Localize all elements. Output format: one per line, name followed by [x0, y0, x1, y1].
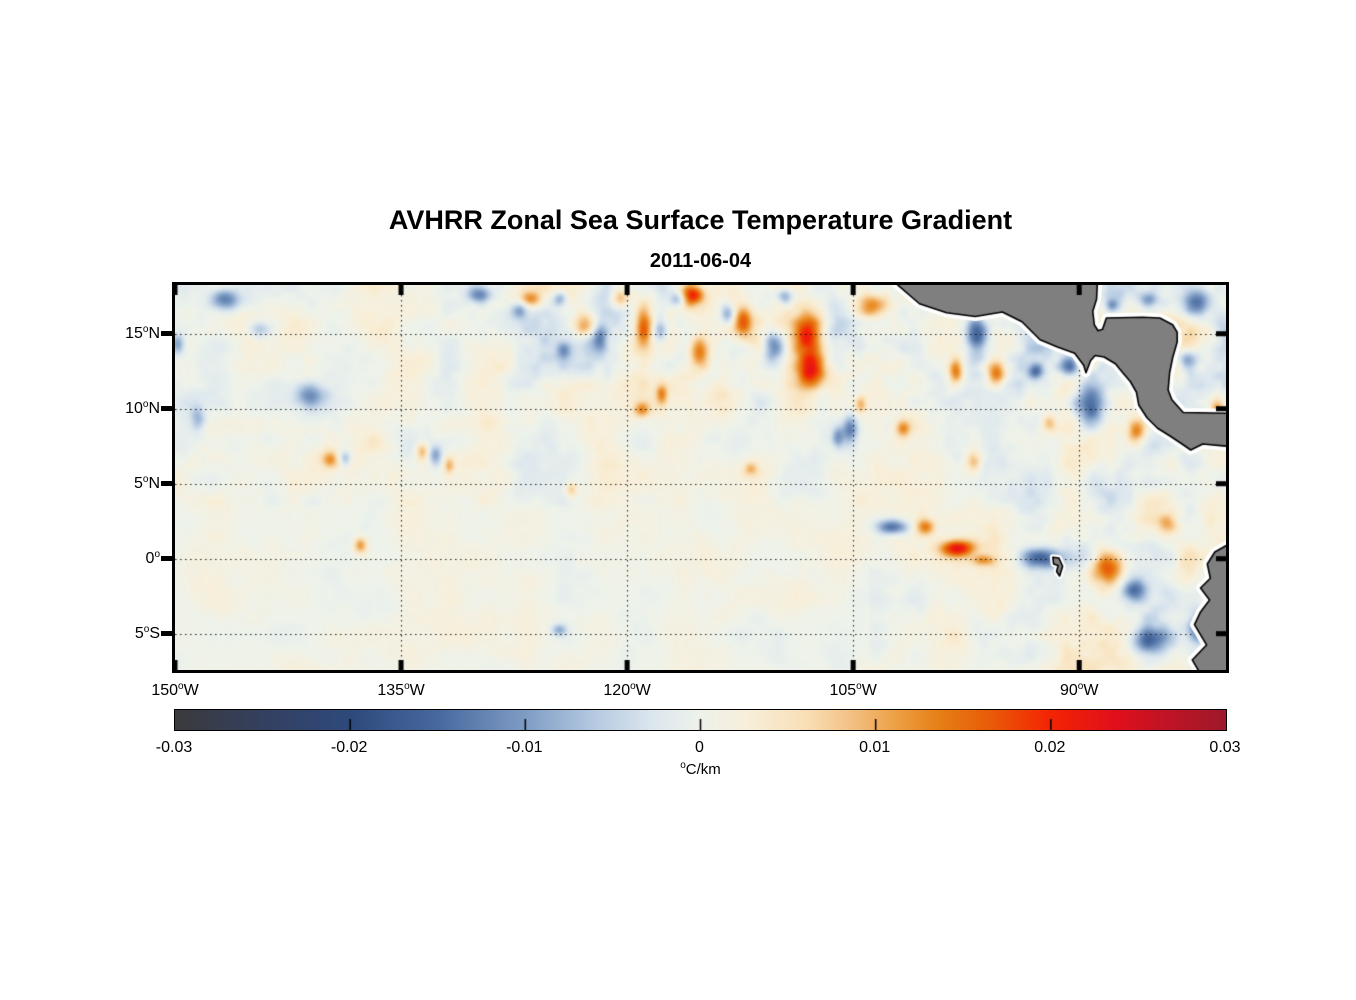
colorbar-tick-label: -0.01 [506, 739, 543, 756]
latitude-label: 10oN [125, 398, 160, 417]
longitude-label: 150oW [151, 681, 199, 699]
colorbar-tick-label: 0.02 [1034, 739, 1066, 756]
degree-symbol: o [680, 760, 686, 771]
degree-symbol: o [142, 398, 149, 410]
colorbar-canvas [175, 710, 1226, 730]
latitude-tick [161, 406, 172, 412]
longitude-label: 105oW [829, 681, 877, 699]
colorbar-tick-label: 0.01 [859, 739, 891, 756]
latitude-label: 5oS [134, 623, 160, 642]
colorbar-tick-label: 0 [695, 739, 704, 756]
degree-symbol: o [856, 681, 862, 692]
latitude-tick [161, 631, 172, 637]
latitude-tick [161, 556, 172, 562]
colorbar-tick-label: -0.02 [330, 739, 368, 756]
colorbar-tick-label: 0.03 [1209, 739, 1241, 756]
colorbar-frame [174, 709, 1227, 731]
figure-title: AVHRR Zonal Sea Surface Temperature Grad… [388, 205, 1013, 235]
degree-symbol: o [630, 681, 636, 692]
colorbar-tick-label: -0.03 [155, 739, 193, 756]
degree-symbol: o [1077, 681, 1084, 692]
map-axes-frame [172, 282, 1229, 673]
sst-gradient-map-canvas [175, 285, 1226, 670]
longitude-label: 120oW [603, 681, 651, 699]
colorbar-unit-label: oC/km [640, 760, 761, 778]
degree-symbol: o [154, 548, 160, 560]
latitude-tick [161, 481, 172, 487]
latitude-label: 0o [145, 548, 160, 567]
degree-symbol: o [404, 681, 410, 692]
figure-subtitle: 2011-06-04 [649, 250, 752, 272]
longitude-label: 90oW [1059, 681, 1099, 699]
degree-symbol: o [178, 681, 184, 692]
unit-text: C/km [685, 761, 721, 778]
latitude-tick [161, 331, 172, 337]
degree-symbol: o [142, 473, 149, 485]
longitude-label: 135oW [377, 681, 425, 699]
degree-symbol: o [143, 623, 150, 635]
latitude-label: 5oN [133, 473, 160, 492]
degree-symbol: o [142, 323, 149, 335]
latitude-label: 15oN [125, 323, 160, 342]
